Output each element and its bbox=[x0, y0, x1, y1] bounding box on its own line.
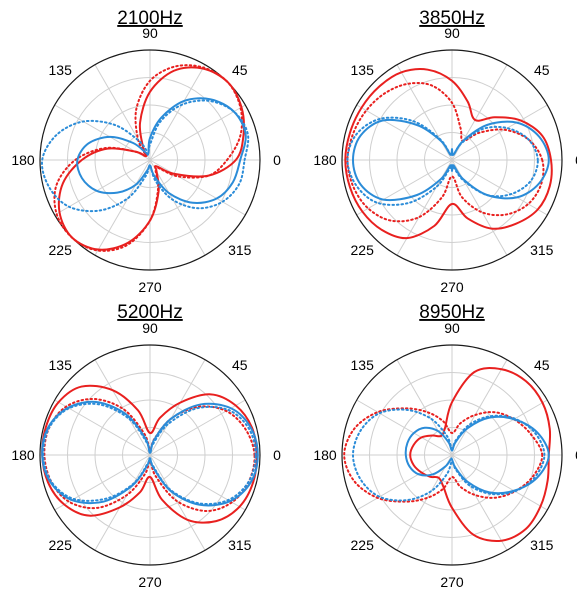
polar-panel-2: 3850Hz 0 45 90 135 180 225 270 315 bbox=[313, 8, 577, 295]
angle-tick-label: 0 bbox=[273, 447, 281, 463]
angle-tick-label: 45 bbox=[534, 357, 550, 373]
series-line-4 bbox=[352, 408, 546, 502]
angle-tick-label: 135 bbox=[351, 62, 375, 78]
grid-spoke bbox=[149, 159, 246, 216]
polar-panel-4: 8950Hz 0 45 90 135 180 225 270 315 bbox=[313, 302, 577, 590]
grid-spoke bbox=[149, 399, 246, 456]
grid-spoke bbox=[451, 399, 548, 456]
polar-panel-1: 2100Hz 0 45 90 135 180 225 270 315 bbox=[11, 8, 281, 295]
angle-tick-label: 225 bbox=[49, 242, 73, 258]
angle-tick-label: 315 bbox=[228, 242, 252, 258]
panel-title: 8950Hz bbox=[419, 302, 485, 323]
angle-tick-label: 225 bbox=[49, 537, 73, 553]
angle-tick-label: 180 bbox=[313, 447, 337, 463]
angle-tick-label: 270 bbox=[440, 279, 464, 295]
grid-spoke bbox=[94, 359, 151, 456]
grid-spoke bbox=[94, 64, 151, 161]
angle-tick-label: 135 bbox=[351, 357, 375, 373]
outer-ring bbox=[341, 344, 563, 566]
grid-spoke bbox=[396, 454, 453, 551]
angle-tick-label: 270 bbox=[138, 279, 162, 295]
angle-tick-label: 225 bbox=[351, 537, 375, 553]
grid-spoke bbox=[396, 159, 453, 256]
grid-spoke bbox=[54, 399, 151, 456]
angle-tick-label: 135 bbox=[49, 357, 73, 373]
angle-tick-label: 225 bbox=[351, 242, 375, 258]
series-line-3 bbox=[404, 415, 550, 495]
grid-spoke bbox=[451, 104, 548, 161]
angle-tick-label: 45 bbox=[534, 62, 550, 78]
grid-spoke bbox=[451, 454, 548, 511]
grid-spoke bbox=[396, 64, 453, 161]
grid-spoke bbox=[54, 159, 151, 216]
angle-tick-label: 45 bbox=[232, 62, 248, 78]
grid-spoke bbox=[451, 359, 508, 456]
series-line-2 bbox=[53, 64, 244, 252]
polar-panel-3: 5200Hz 0 45 90 135 180 225 270 315 bbox=[11, 302, 281, 590]
angle-tick-label: 180 bbox=[11, 447, 35, 463]
series-line-3 bbox=[41, 400, 259, 507]
angle-tick-label: 270 bbox=[138, 574, 162, 590]
angle-tick-label: 90 bbox=[142, 25, 158, 41]
angle-tick-label: 135 bbox=[49, 62, 73, 78]
angle-tick-label: 180 bbox=[11, 152, 35, 168]
grid-spoke bbox=[356, 104, 453, 161]
angle-tick-label: 90 bbox=[142, 320, 158, 336]
series-line-1 bbox=[409, 367, 552, 542]
grid-spoke bbox=[396, 359, 453, 456]
grid-spoke bbox=[149, 454, 206, 551]
series-line-4 bbox=[40, 99, 250, 213]
angle-tick-label: 270 bbox=[440, 574, 464, 590]
grid-spoke bbox=[451, 159, 508, 256]
grid-spoke bbox=[94, 159, 151, 256]
series-line-2 bbox=[343, 407, 544, 503]
grid-spoke bbox=[149, 359, 206, 456]
grid-spoke bbox=[451, 159, 548, 216]
grid-spoke bbox=[94, 454, 151, 551]
series-line-4 bbox=[42, 402, 257, 506]
grid-spoke bbox=[356, 399, 453, 456]
angle-tick-label: 0 bbox=[575, 447, 577, 463]
angle-tick-label: 315 bbox=[530, 242, 554, 258]
grid-spoke bbox=[149, 104, 246, 161]
angle-tick-label: 0 bbox=[273, 152, 281, 168]
panel-title: 2100Hz bbox=[117, 8, 183, 29]
series-line-1 bbox=[344, 68, 553, 240]
angle-tick-label: 90 bbox=[444, 25, 460, 41]
grid-spoke bbox=[451, 454, 508, 551]
series-line-2 bbox=[346, 81, 545, 223]
panel-title: 5200Hz bbox=[117, 302, 183, 323]
grid-spoke bbox=[356, 159, 453, 216]
angle-tick-label: 45 bbox=[232, 357, 248, 373]
panel-title: 3850Hz bbox=[419, 8, 485, 29]
angle-tick-label: 0 bbox=[575, 152, 577, 168]
outer-ring bbox=[39, 49, 261, 271]
angle-tick-label: 315 bbox=[530, 537, 554, 553]
series-line-4 bbox=[346, 116, 539, 206]
angle-tick-label: 90 bbox=[444, 320, 460, 336]
outer-ring bbox=[341, 49, 563, 271]
grid-spoke bbox=[149, 159, 206, 256]
grid-spoke bbox=[356, 454, 453, 511]
grid-spoke bbox=[149, 64, 206, 161]
grid-spoke bbox=[54, 454, 151, 511]
series-line-3 bbox=[76, 97, 247, 204]
angle-tick-label: 315 bbox=[228, 537, 252, 553]
angle-tick-label: 180 bbox=[313, 152, 337, 168]
outer-ring bbox=[39, 344, 261, 566]
